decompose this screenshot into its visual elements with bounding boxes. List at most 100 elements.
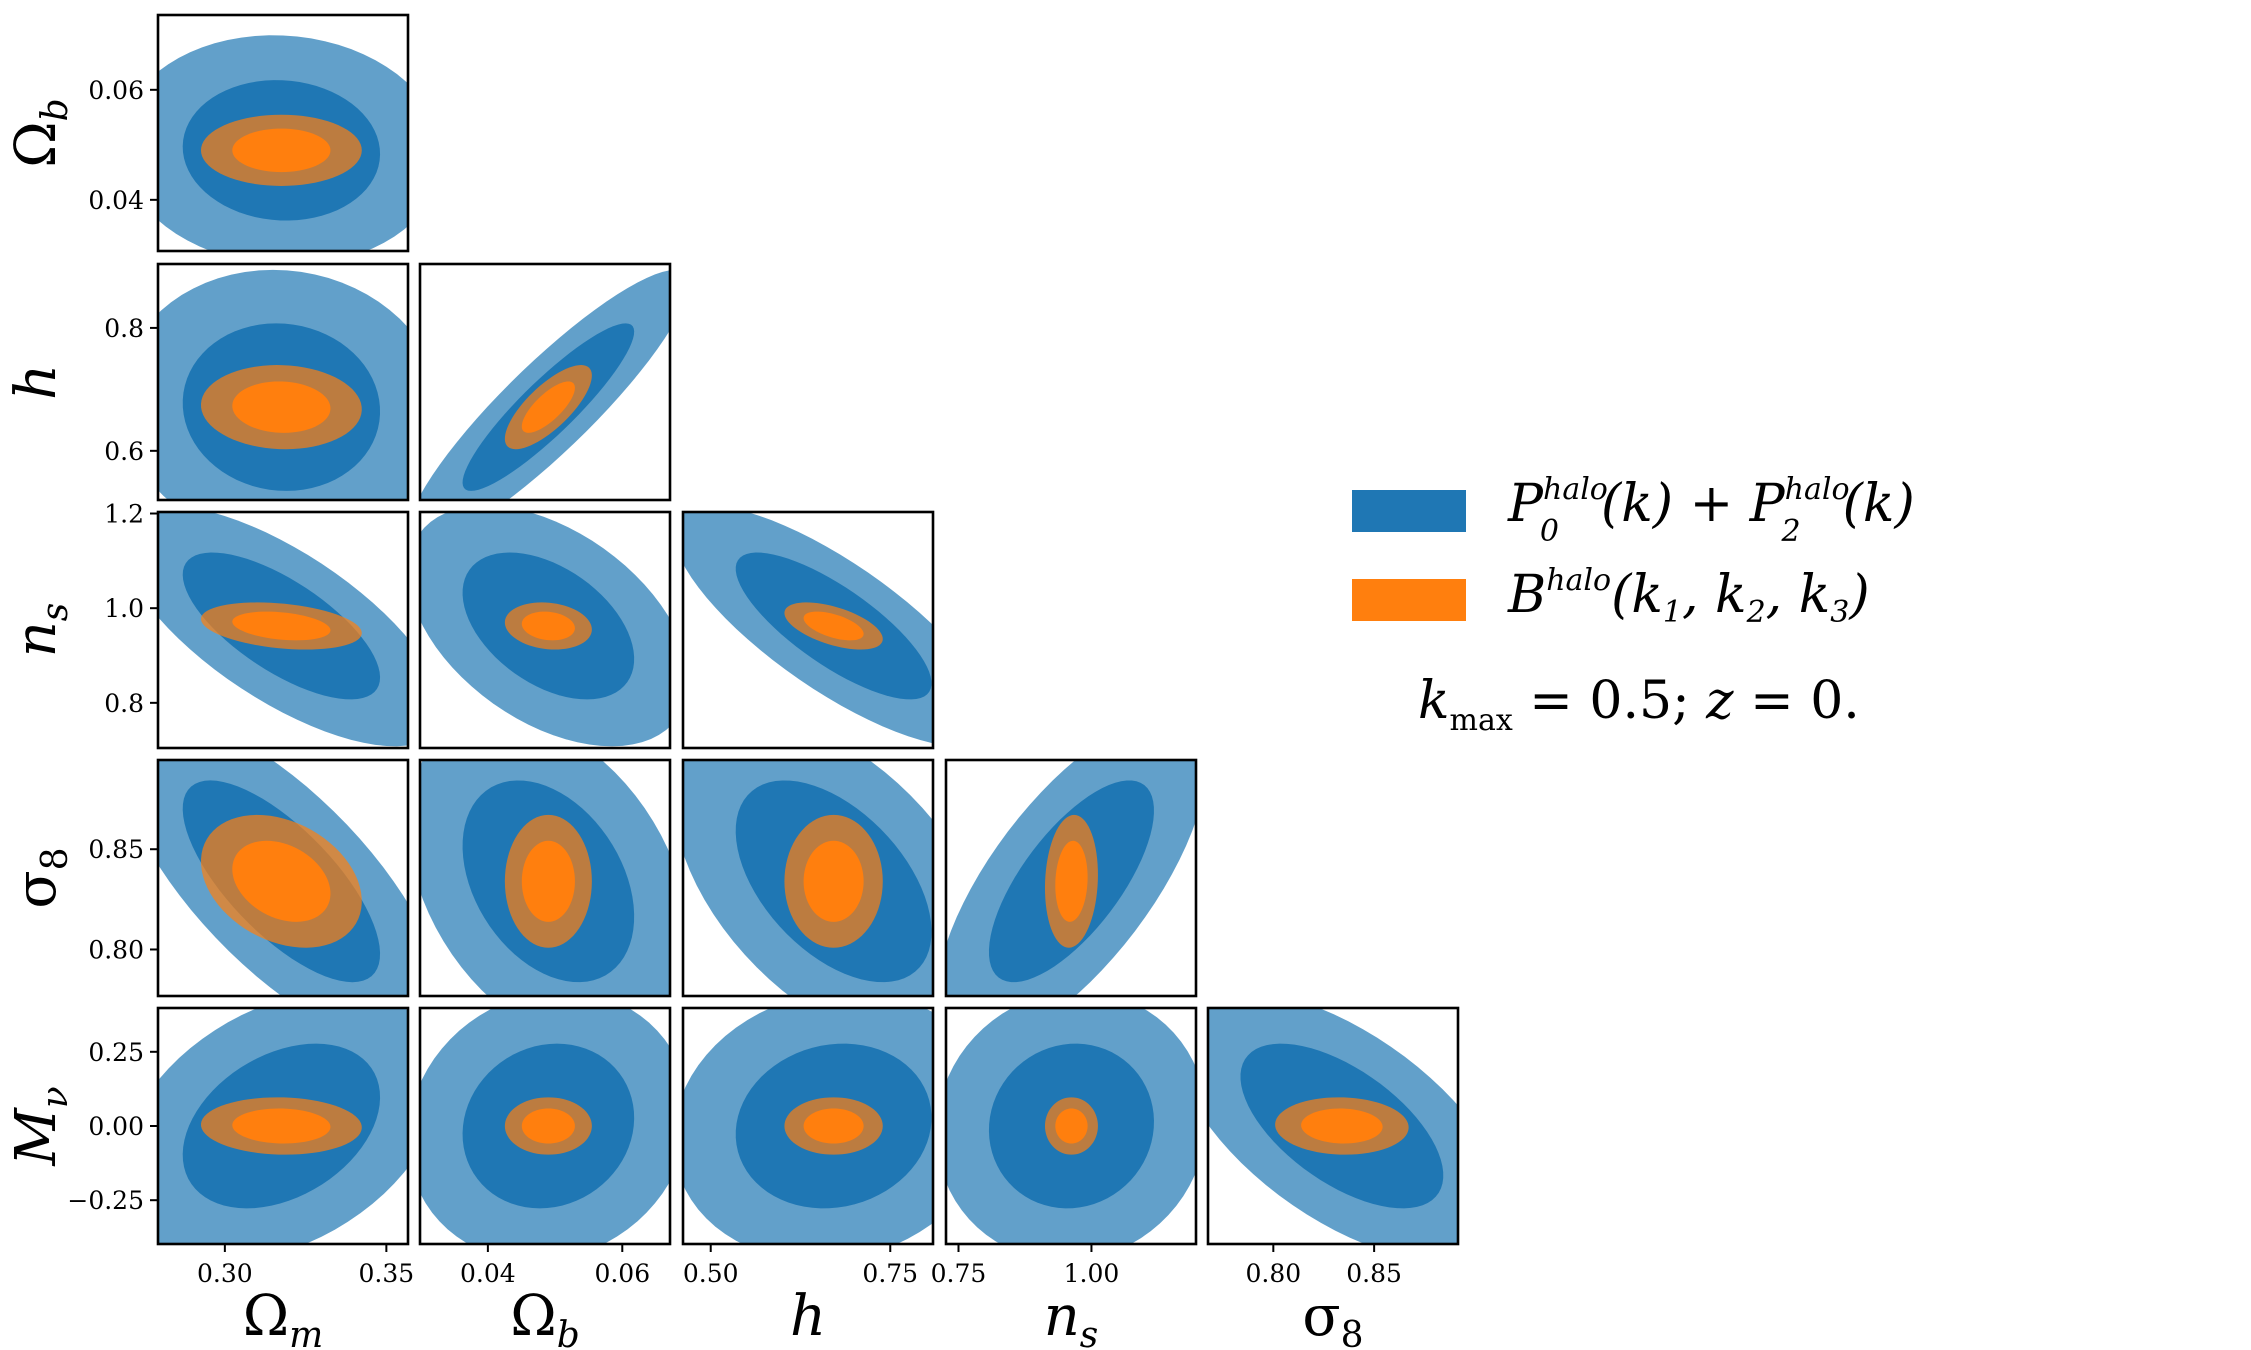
y-tick-label: 0.85 [88, 835, 144, 864]
contour-b-1sigma [232, 1108, 331, 1144]
y-tick-label: 1.2 [104, 500, 144, 529]
y-tick-label: 0.06 [88, 76, 144, 105]
panel-Ob-h [418, 262, 672, 502]
panel-frame [418, 1006, 672, 1246]
y-label-h: h [4, 364, 69, 400]
contours [158, 35, 408, 251]
contour-b-1sigma [232, 128, 331, 173]
panel-Om-ns: 0.8 1.0 1.2 [104, 500, 410, 750]
x-tick-label: 1.00 [1064, 1259, 1120, 1288]
legend-note-kmax: kmax = 0.5; z = 0. [1418, 671, 1860, 738]
y-label-s8: σ8 [4, 847, 76, 908]
contours [946, 1008, 1196, 1244]
panel-Ob-Mnu: 0.04 0.06 [418, 1006, 672, 1288]
legend-swatch-bispectrum [1352, 579, 1466, 621]
x-tick-label: 0.35 [359, 1259, 415, 1288]
panel-frame [681, 510, 935, 750]
contour-b-1sigma [521, 840, 575, 922]
panel-ns-Mnu: 0.75 1.00 [931, 1006, 1198, 1288]
y-tick-label: 0.80 [88, 935, 144, 964]
contour-b-1sigma [803, 1108, 864, 1144]
y-tick-label: 0.8 [104, 689, 144, 718]
panel-Ob-s8 [418, 758, 672, 998]
x-tick-label: 0.85 [1346, 1259, 1402, 1288]
x-label-Ob: Ωb [510, 1284, 579, 1350]
y-tick-label: 1.0 [104, 594, 144, 623]
x-tick-label: 0.80 [1245, 1259, 1301, 1288]
contours [420, 512, 670, 747]
panel-Om-h: 0.6 0.8 [104, 262, 410, 502]
contours [158, 1008, 408, 1244]
panel-ns-s8 [944, 758, 1198, 998]
contours [158, 269, 408, 500]
x-tick-label: 0.06 [594, 1259, 650, 1288]
panel-frame [156, 262, 410, 502]
y-tick-label: 0.04 [88, 186, 144, 215]
y-label-Mnu: Mν [4, 1086, 76, 1166]
contours [683, 760, 933, 996]
x-tick-label: 0.75 [862, 1259, 918, 1288]
panel-h-s8 [681, 758, 935, 998]
y-label-ns: ns [4, 603, 76, 658]
panel-frame [944, 1006, 1198, 1246]
panels-layer: 0.04 0.06 0.6 0.8 0.8 1.0 1.2 0.80 0.85 −0.25 0.00… [67, 13, 1460, 1288]
y-tick-label: 0.6 [104, 437, 144, 466]
x-tick-label: 0.50 [683, 1259, 739, 1288]
contours [158, 512, 408, 747]
contours [420, 760, 670, 996]
panel-Om-Mnu: −0.25 0.00 0.25 0.30 0.35 [67, 1006, 415, 1288]
contours [420, 270, 670, 500]
contours [946, 760, 1196, 996]
y-label-Ob: Ωb [4, 98, 76, 167]
contour-b-1sigma [1301, 1108, 1383, 1144]
panel-frame [681, 758, 935, 998]
contours [683, 1008, 933, 1244]
y-tick-label: 0.25 [88, 1038, 144, 1067]
panel-frame [418, 758, 672, 998]
panel-Ob-ns [418, 510, 672, 750]
contours [158, 760, 408, 996]
panel-frame [156, 510, 410, 750]
panel-s8-Mnu: 0.80 0.85 [1206, 1006, 1460, 1288]
legend-label-power-spectrum: Phalo 0 (k) + Phalo 2 (k) [1507, 472, 1915, 549]
contour-b-1sigma [1055, 1108, 1088, 1144]
y-tick-label: −0.25 [67, 1186, 144, 1215]
panel-frame [1206, 1006, 1460, 1246]
contour-b-1sigma [232, 381, 331, 433]
panel-Om-Ob: 0.04 0.06 [88, 13, 410, 253]
panel-frame [944, 758, 1198, 998]
panel-Om-s8: 0.80 0.85 [88, 758, 410, 998]
x-tick-label: 0.04 [460, 1259, 516, 1288]
y-tick-label: 0.8 [104, 314, 144, 343]
legend-label-bispectrum: Bhalo(k1, k2, k3) [1507, 563, 1870, 630]
y-tick-label: 0.00 [88, 1112, 144, 1141]
contour-b-1sigma [1055, 840, 1088, 922]
x-axis-labels: Ωm Ωb h ns σ8 [243, 1284, 1364, 1350]
legend: Phalo 0 (k) + Phalo 2 (k) Bhalo(k1, k2, k3) … [1352, 472, 1915, 738]
contours [1208, 1008, 1458, 1244]
x-label-h: h [790, 1284, 826, 1349]
panel-h-Mnu: 0.50 0.75 [681, 1006, 935, 1288]
panel-frame [418, 510, 672, 750]
panel-frame [681, 1006, 935, 1246]
contour-b-1sigma [521, 611, 575, 641]
y-axis-labels: Ωb h ns σ8 Mν [4, 98, 76, 1166]
x-label-s8: σ8 [1302, 1284, 1363, 1350]
panel-h-ns [681, 510, 935, 750]
panel-frame [418, 262, 672, 502]
contour-b-1sigma [803, 840, 864, 922]
contour-b-1sigma [232, 611, 331, 641]
legend-swatch-power-spectrum [1352, 490, 1466, 532]
panel-frame [156, 758, 410, 998]
contours [683, 512, 933, 744]
contour-b-1sigma [232, 840, 331, 922]
x-label-ns: ns [1044, 1284, 1099, 1350]
contour-b-1sigma [521, 381, 575, 433]
x-tick-label: 0.30 [197, 1259, 253, 1288]
contours [420, 1008, 670, 1244]
x-tick-label: 0.75 [931, 1259, 987, 1288]
contour-b-1sigma [521, 1108, 575, 1144]
x-label-Om: Ωm [243, 1284, 324, 1350]
panel-frame [156, 13, 410, 253]
